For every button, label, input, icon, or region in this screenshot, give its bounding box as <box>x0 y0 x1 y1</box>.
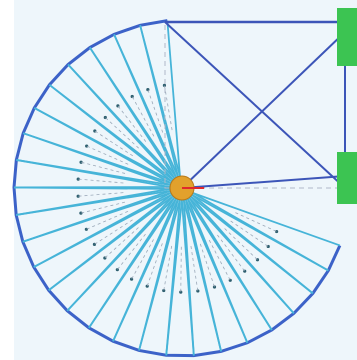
guide-line <box>78 178 124 184</box>
support <box>337 8 357 66</box>
guide-line <box>94 130 134 157</box>
web-member <box>48 84 174 181</box>
support <box>337 152 357 204</box>
node <box>129 277 134 281</box>
node <box>145 284 149 288</box>
guide-line <box>117 105 147 142</box>
guide-line <box>94 219 133 245</box>
node <box>212 285 217 289</box>
web-member <box>66 195 174 312</box>
guide-line <box>180 246 182 293</box>
guide-line <box>78 192 124 197</box>
guide-line <box>80 201 126 214</box>
web-member <box>138 199 179 351</box>
diagonal-brace <box>164 21 346 189</box>
guide-line <box>131 96 155 137</box>
web-member <box>88 196 176 329</box>
web-member <box>188 196 295 314</box>
web-member <box>33 107 173 183</box>
web-member <box>67 63 176 180</box>
guide-line <box>147 89 164 133</box>
web-member <box>190 195 314 295</box>
node <box>196 289 200 293</box>
guide-line <box>131 239 154 280</box>
guide-line <box>104 227 139 259</box>
guide-line <box>208 239 231 281</box>
node <box>85 144 89 148</box>
web-member <box>180 199 195 356</box>
guide-line <box>105 117 139 149</box>
node <box>162 288 166 293</box>
node <box>79 160 83 164</box>
web-member <box>112 198 178 342</box>
guide-line <box>217 234 246 272</box>
web-member <box>182 199 222 352</box>
web-member <box>184 199 249 344</box>
guide-line <box>163 245 173 291</box>
outer-ring <box>12 19 342 358</box>
web-member <box>16 159 171 186</box>
web-member <box>22 190 171 243</box>
tie-beam <box>181 175 346 189</box>
web-member <box>139 25 181 177</box>
web-member <box>113 33 179 178</box>
diagonal-brace <box>181 31 346 189</box>
guide-line <box>80 161 126 174</box>
guide-line <box>230 220 269 247</box>
guide-line <box>86 210 129 230</box>
guide-line <box>224 228 258 261</box>
web-member <box>165 199 181 356</box>
node <box>179 290 183 294</box>
guide-line <box>117 233 146 270</box>
node <box>162 83 167 87</box>
guide-line <box>235 212 277 232</box>
node <box>84 227 88 231</box>
node <box>76 177 80 181</box>
web-member <box>166 20 181 177</box>
guide-line <box>86 145 129 165</box>
web-member <box>16 188 171 216</box>
guide-line <box>190 246 199 292</box>
web-member <box>192 192 341 247</box>
guide-line <box>199 243 215 288</box>
web-member <box>186 198 273 331</box>
node <box>79 211 83 215</box>
web-member <box>191 193 329 272</box>
guide-line <box>146 243 163 287</box>
model <box>12 8 357 358</box>
node <box>76 194 80 198</box>
guide-line <box>164 85 173 131</box>
node <box>146 87 150 92</box>
node <box>228 278 232 282</box>
web-member <box>48 193 173 291</box>
web-member <box>33 191 172 268</box>
web-member <box>89 47 178 178</box>
web-member <box>22 132 172 185</box>
